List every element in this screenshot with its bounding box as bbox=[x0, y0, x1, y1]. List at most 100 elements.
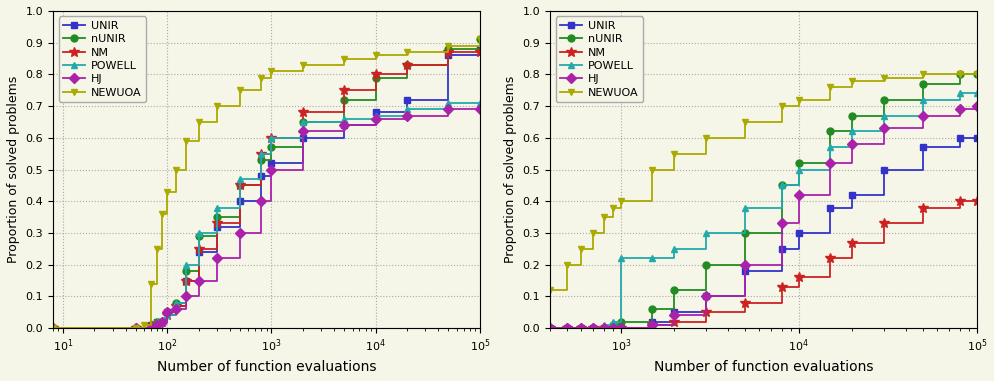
NEWUOA bbox=[401, 50, 413, 54]
UNIR bbox=[255, 174, 267, 178]
NEWUOA bbox=[338, 56, 350, 61]
UNIR bbox=[793, 231, 805, 235]
UNIR bbox=[971, 136, 983, 140]
POWELL bbox=[180, 263, 192, 267]
NEWUOA bbox=[47, 326, 59, 330]
POWELL bbox=[170, 301, 182, 305]
Y-axis label: Proportion of solved problems: Proportion of solved problems bbox=[7, 76, 20, 263]
UNIR bbox=[597, 326, 609, 330]
NEWUOA bbox=[700, 136, 712, 140]
HJ bbox=[700, 294, 712, 299]
UNIR bbox=[170, 304, 182, 308]
NEWUOA bbox=[615, 199, 627, 203]
POWELL bbox=[474, 101, 486, 105]
HJ bbox=[615, 326, 627, 330]
nUNIR bbox=[47, 326, 59, 330]
NM bbox=[971, 199, 983, 203]
HJ bbox=[917, 113, 929, 118]
UNIR bbox=[180, 278, 192, 283]
NM bbox=[130, 326, 142, 330]
NM bbox=[161, 313, 173, 318]
NM bbox=[847, 240, 859, 245]
NEWUOA bbox=[878, 75, 890, 80]
NEWUOA bbox=[917, 72, 929, 77]
nUNIR bbox=[130, 326, 142, 330]
NM bbox=[47, 326, 59, 330]
POWELL bbox=[740, 205, 751, 210]
NEWUOA bbox=[953, 72, 965, 77]
POWELL bbox=[442, 101, 454, 105]
Line: UNIR: UNIR bbox=[547, 134, 980, 331]
UNIR bbox=[145, 323, 157, 327]
POWELL bbox=[847, 129, 859, 134]
NM bbox=[235, 183, 247, 188]
NEWUOA bbox=[211, 104, 223, 109]
nUNIR bbox=[953, 72, 965, 77]
nUNIR bbox=[606, 323, 618, 327]
nUNIR bbox=[775, 183, 787, 188]
NM bbox=[562, 326, 574, 330]
POWELL bbox=[297, 120, 309, 124]
nUNIR bbox=[151, 320, 163, 324]
POWELL bbox=[878, 113, 890, 118]
NM bbox=[151, 323, 163, 327]
Line: POWELL: POWELL bbox=[547, 90, 980, 331]
POWELL bbox=[646, 256, 658, 261]
NEWUOA bbox=[145, 282, 157, 286]
Legend: UNIR, nUNIR, NM, POWELL, HJ, NEWUOA: UNIR, nUNIR, NM, POWELL, HJ, NEWUOA bbox=[556, 16, 643, 102]
nUNIR bbox=[255, 158, 267, 162]
POWELL bbox=[151, 320, 163, 324]
NEWUOA bbox=[474, 37, 486, 42]
nUNIR bbox=[597, 326, 609, 330]
HJ bbox=[255, 199, 267, 203]
NEWUOA bbox=[442, 43, 454, 48]
UNIR bbox=[401, 98, 413, 102]
POWELL bbox=[597, 323, 609, 327]
NM bbox=[597, 326, 609, 330]
NEWUOA bbox=[255, 75, 267, 80]
POWELL bbox=[235, 177, 247, 181]
HJ bbox=[297, 129, 309, 134]
POWELL bbox=[193, 231, 205, 235]
UNIR bbox=[235, 199, 247, 203]
UNIR bbox=[576, 326, 587, 330]
POWELL bbox=[824, 145, 836, 150]
HJ bbox=[587, 326, 599, 330]
UNIR bbox=[156, 320, 168, 324]
X-axis label: Number of function evaluations: Number of function evaluations bbox=[157, 360, 376, 374]
HJ bbox=[576, 326, 587, 330]
UNIR bbox=[297, 136, 309, 140]
nUNIR bbox=[646, 307, 658, 311]
POWELL bbox=[576, 326, 587, 330]
NEWUOA bbox=[775, 104, 787, 109]
UNIR bbox=[824, 205, 836, 210]
nUNIR bbox=[917, 82, 929, 86]
POWELL bbox=[255, 151, 267, 156]
NEWUOA bbox=[824, 85, 836, 90]
POWELL bbox=[606, 320, 618, 324]
UNIR bbox=[47, 326, 59, 330]
NEWUOA bbox=[971, 72, 983, 77]
NEWUOA bbox=[193, 120, 205, 124]
HJ bbox=[544, 326, 556, 330]
NM bbox=[211, 221, 223, 226]
Line: HJ: HJ bbox=[50, 106, 483, 331]
NEWUOA bbox=[370, 53, 382, 58]
HJ bbox=[338, 123, 350, 127]
nUNIR bbox=[338, 98, 350, 102]
Y-axis label: Proportion of solved problems: Proportion of solved problems bbox=[504, 76, 517, 263]
UNIR bbox=[953, 136, 965, 140]
NEWUOA bbox=[847, 78, 859, 83]
nUNIR bbox=[793, 161, 805, 165]
POWELL bbox=[338, 117, 350, 121]
NEWUOA bbox=[793, 98, 805, 102]
nUNIR bbox=[740, 231, 751, 235]
nUNIR bbox=[235, 183, 247, 188]
NM bbox=[740, 301, 751, 305]
NEWUOA bbox=[161, 189, 173, 194]
POWELL bbox=[211, 205, 223, 210]
nUNIR bbox=[180, 269, 192, 273]
POWELL bbox=[562, 326, 574, 330]
NM bbox=[156, 320, 168, 324]
POWELL bbox=[265, 136, 277, 140]
